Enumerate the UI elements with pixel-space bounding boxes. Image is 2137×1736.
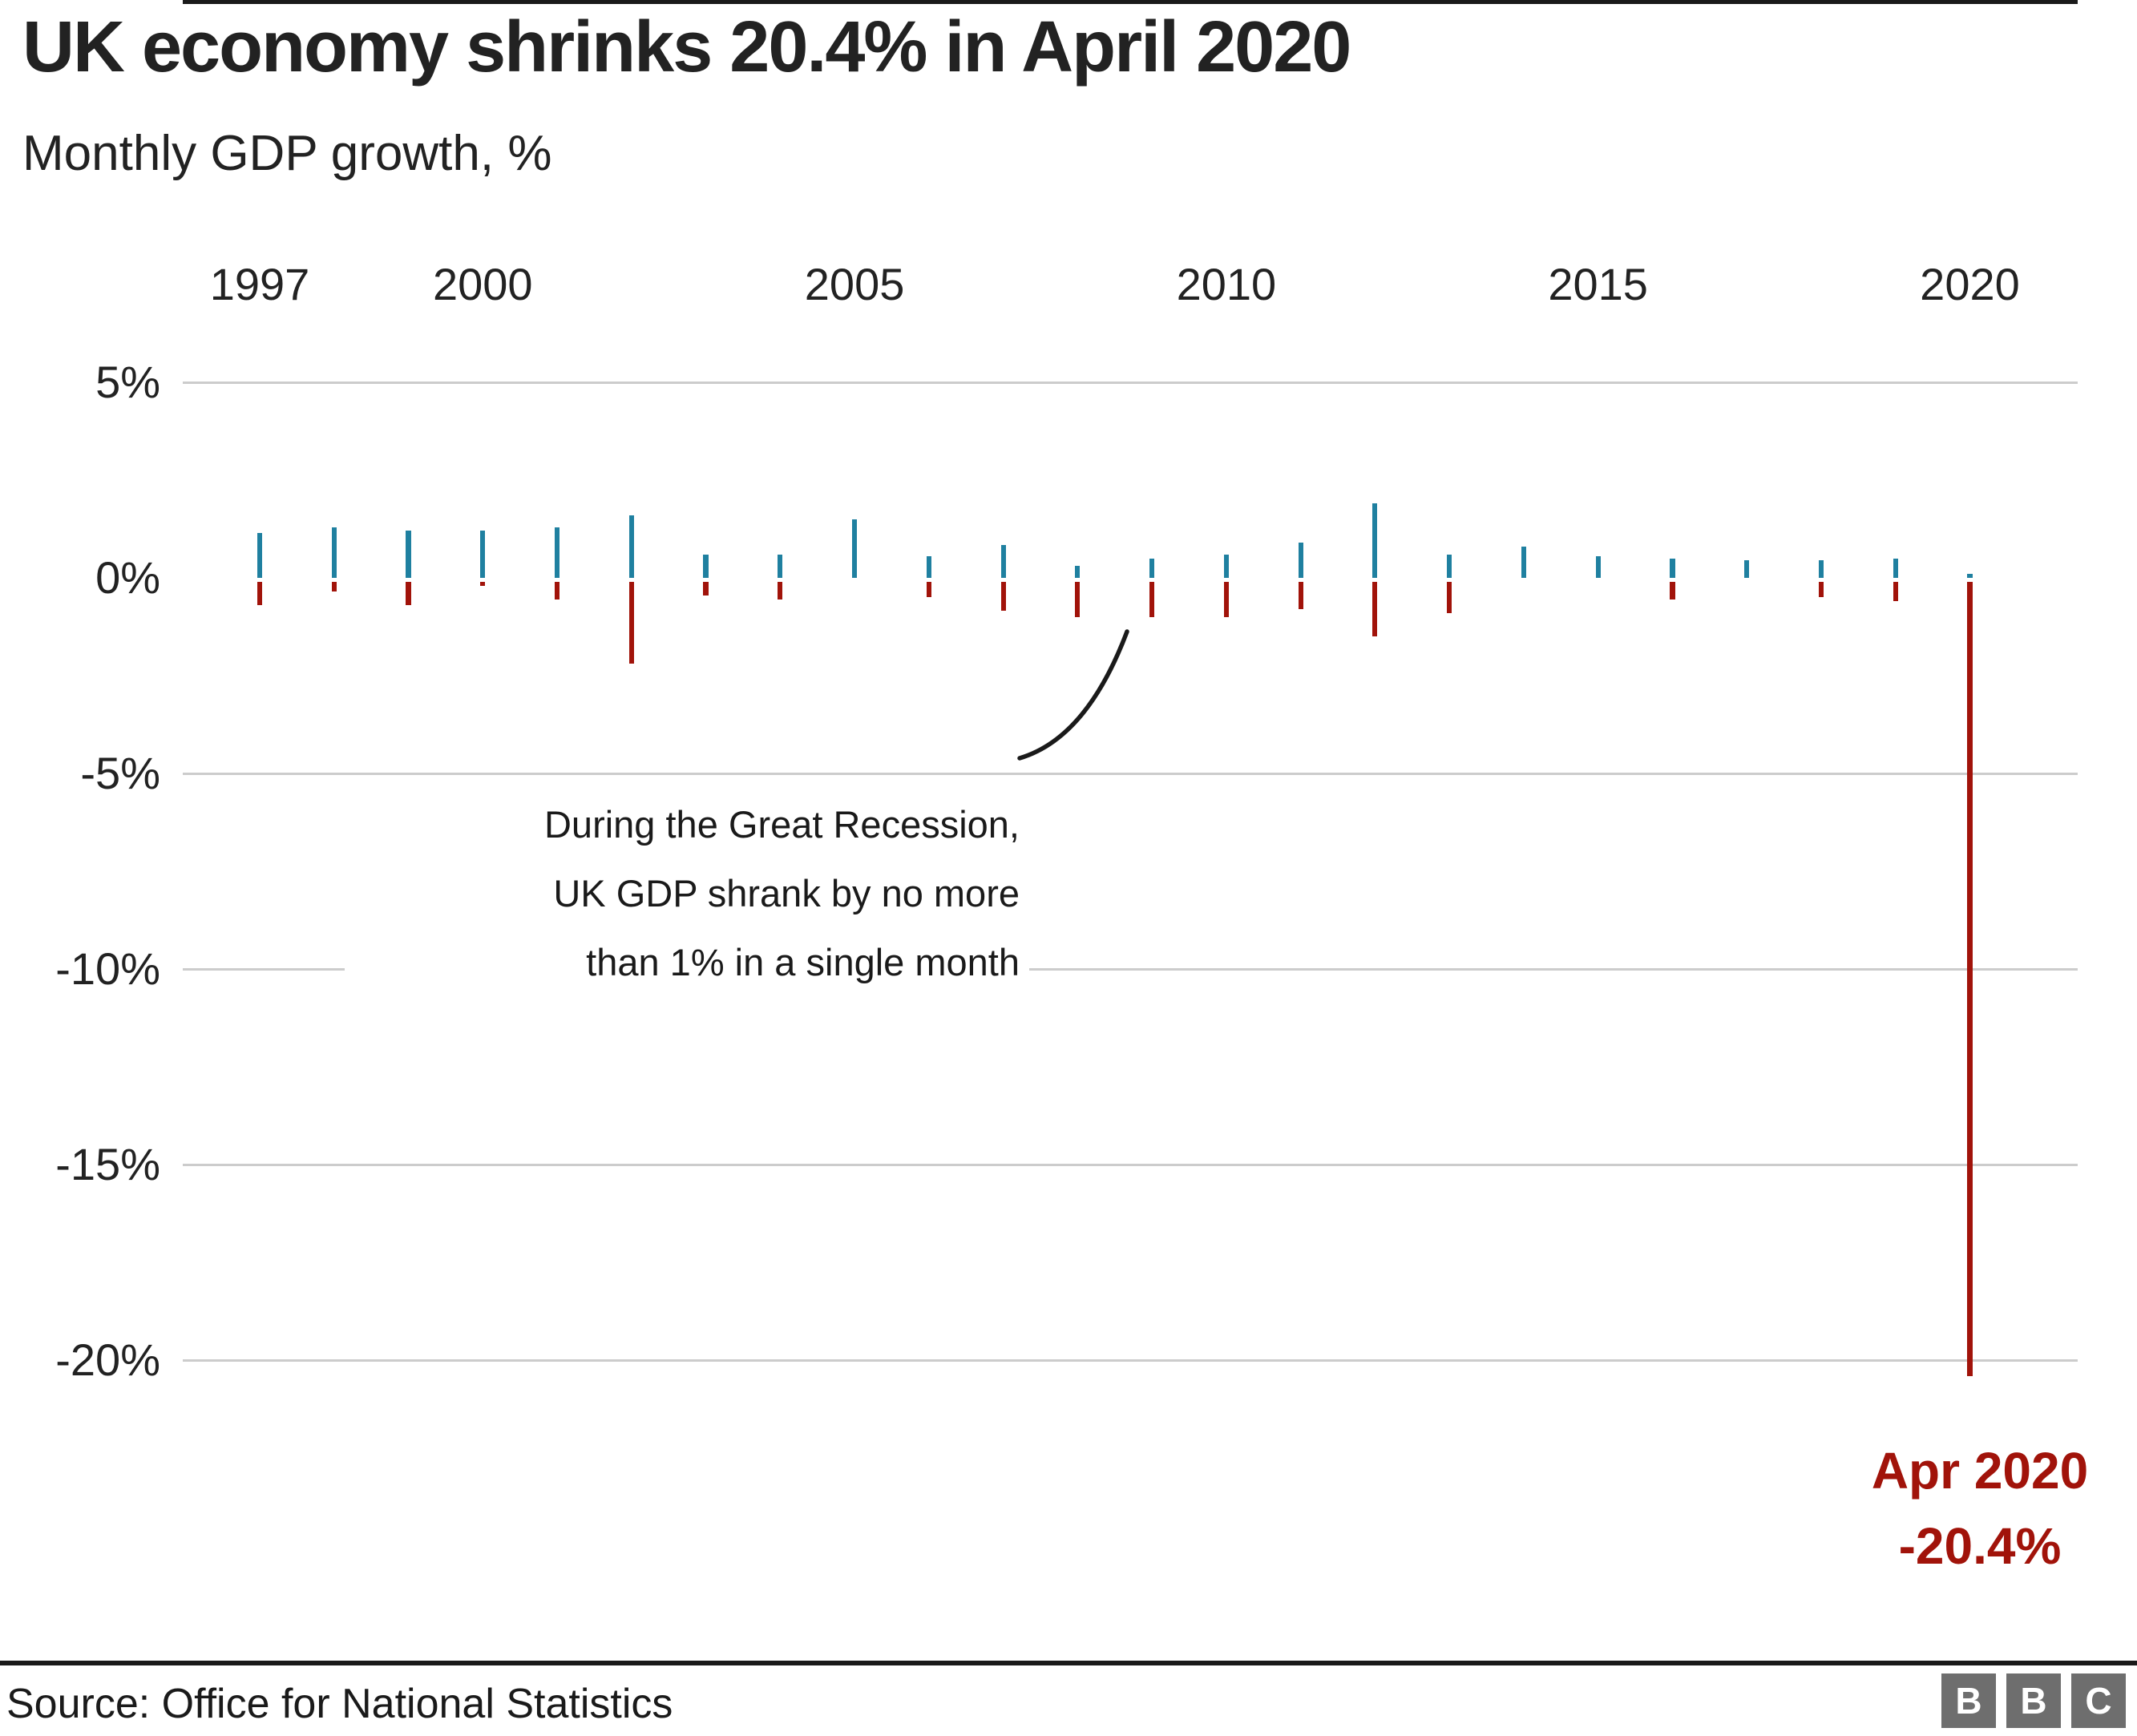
bbc-logo-block-1: B (1941, 1673, 1996, 1728)
bar (628, 515, 634, 578)
bbc-logo-letter: B (2020, 1680, 2047, 1722)
y-tick-0%: 0% (95, 552, 160, 603)
bar (554, 582, 560, 600)
bar (926, 582, 931, 598)
x-tick-2005: 2005 (804, 259, 905, 309)
y-tick--5%: -5% (80, 748, 160, 798)
y-tick--20%: -20% (55, 1334, 160, 1385)
bar (554, 558, 560, 578)
bar (480, 531, 486, 578)
footer-divider (0, 1661, 2137, 1665)
bar (257, 566, 263, 578)
apr-2020-value: -20.4% (1898, 1517, 2062, 1575)
x-tick-1997: 1997 (209, 259, 310, 309)
bar (1298, 563, 1303, 578)
gridline--20% (183, 1359, 2078, 1362)
bar (1223, 582, 1229, 617)
bar (1149, 562, 1155, 578)
bar (257, 582, 263, 606)
bar (554, 527, 560, 578)
bar (406, 567, 411, 578)
apr-2020-month: Apr 2020 (1871, 1442, 2089, 1500)
bar (1893, 582, 1898, 590)
x-tick-2020: 2020 (1920, 259, 2020, 309)
bar (1744, 563, 1750, 578)
bar (1000, 544, 1006, 578)
bar (554, 567, 560, 578)
y-tick-5%: 5% (95, 357, 160, 407)
bbc-logo-block-2: B (2006, 1673, 2061, 1728)
bar (406, 582, 411, 606)
bar (1670, 582, 1675, 600)
bar (1447, 562, 1452, 578)
bar (1818, 582, 1824, 598)
bar (1223, 566, 1229, 578)
bar (628, 560, 634, 578)
bar (778, 567, 783, 578)
bar (480, 582, 486, 586)
bar (926, 560, 931, 578)
bar (851, 566, 858, 578)
bar (628, 582, 634, 664)
bar (1447, 582, 1452, 613)
bar (480, 570, 486, 578)
source-credit: Source: Office for National Statistics (6, 1681, 673, 1727)
gridline--15% (183, 1164, 2078, 1166)
annotation-line-1: During the Great Recession, (543, 803, 1020, 846)
bar (1372, 503, 1378, 578)
bar (1893, 562, 1898, 578)
bar (331, 582, 337, 592)
bar (1149, 582, 1155, 598)
bar (1000, 582, 1006, 612)
gridline-5% (183, 382, 2078, 384)
annotation-line-2: UK GDP shrank by no more (553, 872, 1020, 914)
y-tick--10%: -10% (55, 943, 160, 994)
bar (1075, 566, 1081, 578)
zero-baseline-axis (183, 0, 2078, 4)
bar (1670, 562, 1675, 578)
bar (1075, 582, 1081, 613)
bar (1818, 567, 1824, 578)
x-tick-2015: 2015 (1548, 259, 1648, 309)
y-tick--15%: -15% (55, 1139, 160, 1189)
bar (1149, 582, 1155, 590)
bar (1521, 563, 1526, 578)
bar (778, 582, 783, 600)
x-tick-2000: 2000 (432, 259, 533, 309)
page-title: UK economy shrinks 20.4% in April 2020 (22, 7, 1351, 87)
great-recession-annotation: During the Great Recession, UK GDP shran… (345, 779, 1029, 1011)
bar (1000, 562, 1006, 578)
bar (1595, 558, 1601, 578)
bar (703, 582, 709, 595)
bar (1372, 582, 1378, 602)
chart-subtitle: Monthly GDP growth, % (22, 126, 552, 181)
bar (1372, 567, 1378, 578)
bar (1967, 574, 1973, 578)
bar (1893, 582, 1898, 602)
bar (480, 554, 486, 578)
bbc-logo-letter: B (1955, 1680, 1982, 1722)
gridline--10% (183, 968, 2078, 971)
apr-2020-value-label: Apr 2020 -20.4% (1812, 1433, 2137, 1584)
bbc-logo-letter: C (2085, 1680, 2112, 1722)
annotation-line-3: than 1% in a single month (586, 941, 1020, 983)
bar (406, 531, 411, 578)
bar (331, 570, 337, 578)
bar (1298, 582, 1303, 610)
bar (703, 562, 709, 578)
bbc-logo-block-3: C (2071, 1673, 2126, 1728)
bar (1967, 582, 1973, 1376)
bar (331, 527, 337, 578)
gridline--5% (183, 773, 2078, 775)
x-tick-2010: 2010 (1176, 259, 1277, 309)
